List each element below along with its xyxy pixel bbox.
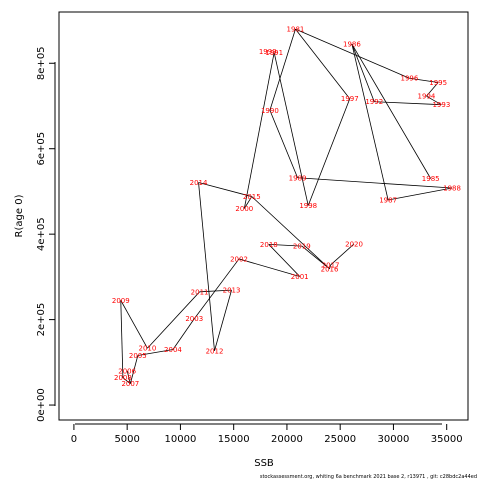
trajectory-segment-2003-2002 bbox=[193, 258, 240, 319]
x-tick-label-0: 0 bbox=[71, 434, 77, 445]
trajectory-segment-2001-2018 bbox=[268, 244, 301, 277]
trajectory-segment-2017-2020 bbox=[330, 243, 355, 266]
trajectory-segment-2011-2010 bbox=[147, 291, 200, 349]
trajectory-segment-1997-1998 bbox=[307, 98, 351, 206]
x-tick-label-30000: 30000 bbox=[378, 434, 410, 445]
year-point-2010: 2010 bbox=[138, 345, 156, 353]
year-point-1994: 1994 bbox=[418, 93, 436, 101]
y-tick-label-2e+05: 2e+05 bbox=[36, 303, 47, 337]
trajectory-segment-1995-1994 bbox=[426, 82, 439, 97]
trajectory-segment-2000-2015 bbox=[243, 196, 253, 209]
trajectory-segment-2005-2004 bbox=[137, 349, 174, 356]
year-point-1987: 1987 bbox=[379, 196, 397, 204]
trajectory-segment-1986-1987 bbox=[351, 43, 389, 201]
year-point-1991: 1991 bbox=[265, 49, 283, 57]
year-point-1992: 1992 bbox=[365, 98, 383, 106]
y-axis: 0e+00 2e+05 4e+05 6e+05 8e+05 bbox=[36, 46, 56, 422]
year-point-1985: 1985 bbox=[422, 175, 440, 183]
trajectory-segment-1989-1990 bbox=[269, 110, 298, 178]
y-tick-label-6e+05: 6e+05 bbox=[36, 132, 47, 166]
trajectory-segment-2010-2009 bbox=[120, 300, 148, 349]
y-tick-label-8e+05: 8e+05 bbox=[36, 46, 47, 80]
y-tick-label-0e+00: 0e+00 bbox=[36, 388, 47, 422]
year-point-1998: 1998 bbox=[299, 202, 317, 210]
year-point-2020: 2020 bbox=[345, 240, 363, 248]
trajectory-segment-1998-1991 bbox=[273, 52, 309, 206]
year-point-2013: 2013 bbox=[223, 287, 241, 295]
year-point-2014: 2014 bbox=[190, 179, 208, 187]
year-point-1995: 1995 bbox=[429, 79, 447, 87]
trajectory-segment-2007-2006 bbox=[126, 370, 131, 384]
y-axis-title: R(age 0) bbox=[14, 194, 25, 237]
trajectory-segment-1981-1996 bbox=[295, 28, 410, 79]
year-point-1996: 1996 bbox=[401, 75, 419, 83]
x-tick-label-35000: 35000 bbox=[431, 434, 463, 445]
year-point-1999: 1999 bbox=[259, 48, 277, 56]
year-point-2004: 2004 bbox=[164, 346, 182, 354]
trajectory-segment-2012-2013 bbox=[214, 290, 232, 351]
trajectory-segment-1992-1986 bbox=[351, 43, 375, 102]
year-point-1981: 1981 bbox=[287, 26, 305, 34]
year-point-1986: 1986 bbox=[343, 41, 361, 49]
year-point-1990: 1990 bbox=[261, 107, 279, 115]
trajectory-segment-1988-1989 bbox=[297, 177, 453, 189]
year-point-2016: 2016 bbox=[321, 265, 339, 273]
year-point-2008: 2008 bbox=[114, 374, 132, 382]
footer-note: stockassessment.org, whiting 6a benchmar… bbox=[260, 474, 477, 480]
trajectory-segment-1981-1997 bbox=[295, 28, 351, 99]
x-axis-title: SSB bbox=[254, 458, 274, 469]
year-point-1989: 1989 bbox=[289, 174, 307, 182]
year-point-2007: 2007 bbox=[121, 380, 139, 388]
trajectory-segment-2007-2005 bbox=[129, 355, 139, 384]
x-tick-label-15000: 15000 bbox=[218, 434, 250, 445]
year-point-2009: 2009 bbox=[112, 297, 130, 305]
year-point-2003: 2003 bbox=[185, 315, 203, 323]
trajectory-segment-2009-2008 bbox=[120, 300, 124, 378]
year-point-2002: 2002 bbox=[230, 255, 248, 263]
year-point-2006: 2006 bbox=[118, 367, 136, 375]
trajectory-segment-2015-2016 bbox=[251, 196, 330, 270]
x-tick-label-25000: 25000 bbox=[324, 434, 356, 445]
trajectory-segment-2013-2011 bbox=[199, 289, 232, 293]
trajectory-segment-1991-2000 bbox=[243, 52, 275, 209]
year-point-2005: 2005 bbox=[129, 352, 147, 360]
trajectory-lines bbox=[120, 28, 453, 384]
trajectory-segment-2002-2001 bbox=[238, 258, 300, 277]
trajectory-segment-2004-2003 bbox=[172, 318, 195, 350]
year-point-2000: 2000 bbox=[235, 205, 253, 213]
trajectory-segment-1996-1995 bbox=[409, 77, 439, 83]
year-point-1988: 1988 bbox=[443, 185, 461, 193]
year-point-2012: 2012 bbox=[206, 347, 224, 355]
x-tick-label-20000: 20000 bbox=[271, 434, 303, 445]
trajectory-segment-1990-1981 bbox=[269, 28, 296, 111]
trajectory-segment-2018-2019 bbox=[268, 244, 302, 247]
year-point-2011: 2011 bbox=[191, 288, 209, 296]
x-axis: 0 5000 10000 15000 20000 25000 30000 35000 bbox=[71, 423, 463, 445]
year-point-1993: 1993 bbox=[432, 101, 450, 109]
year-point-2015: 2015 bbox=[243, 193, 261, 201]
trajectory-segment-1987-1988 bbox=[388, 187, 453, 201]
x-tick-label-5000: 5000 bbox=[114, 434, 139, 445]
year-point-2017: 2017 bbox=[322, 261, 340, 269]
year-point-2001: 2001 bbox=[291, 273, 309, 281]
trajectory-segment-1994-1993 bbox=[426, 95, 442, 106]
x-tick-label-10000: 10000 bbox=[165, 434, 197, 445]
year-point-2018: 2018 bbox=[260, 241, 278, 249]
year-point-1997: 1997 bbox=[341, 95, 359, 103]
trajectory-segment-2015-2014 bbox=[198, 182, 252, 197]
year-labels: 1981 1985 1986 1987 1988 1989 1990 1991 1992 1993… bbox=[112, 26, 461, 389]
trajectory-segment-1993-1992 bbox=[374, 101, 442, 106]
trajectory-segment-2014-2012 bbox=[198, 182, 215, 351]
y-tick-label-4e+05: 4e+05 bbox=[36, 217, 47, 251]
plot-area-frame bbox=[58, 11, 469, 421]
trajectory-segment-1986-1985 bbox=[351, 43, 432, 179]
trajectory-segment-2008-2007 bbox=[122, 377, 131, 384]
trajectory-segment-2016-2017 bbox=[329, 264, 331, 269]
year-point-2019: 2019 bbox=[293, 243, 311, 251]
